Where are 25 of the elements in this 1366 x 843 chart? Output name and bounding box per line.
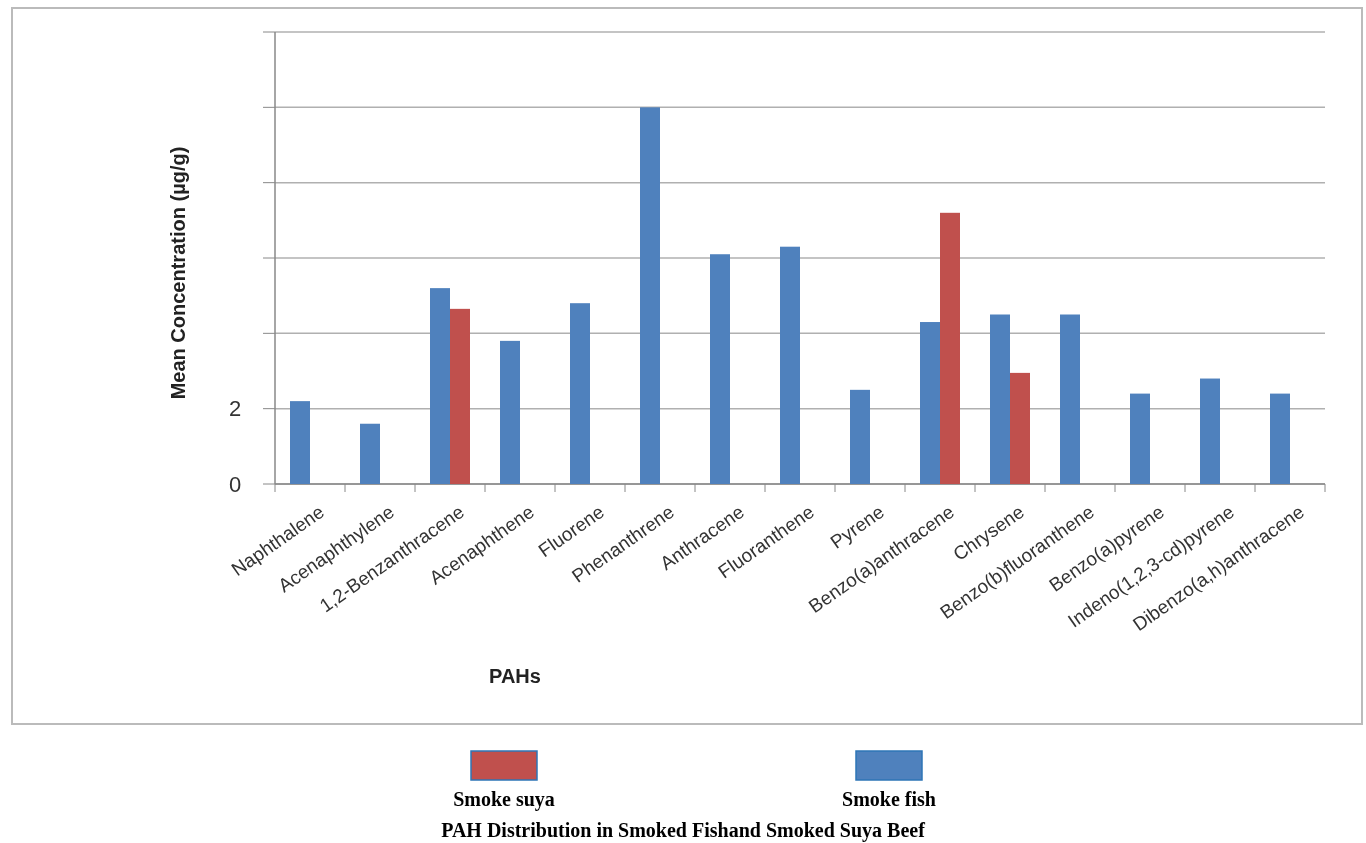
legend-label: Smoke fish	[842, 788, 936, 810]
bar	[1010, 372, 1030, 484]
bar	[500, 340, 520, 484]
y-tick-label: 0	[228, 471, 242, 497]
bar	[360, 423, 380, 484]
bar	[920, 322, 940, 484]
bar	[1060, 314, 1080, 484]
x-axis-title: PAHs	[489, 665, 541, 687]
bar	[1130, 393, 1150, 484]
bar	[940, 212, 960, 484]
y-tick-label: 2	[228, 396, 242, 422]
bar	[430, 288, 450, 484]
bar	[710, 254, 730, 484]
bar	[990, 314, 1010, 484]
bar	[450, 308, 470, 484]
bar	[290, 401, 310, 484]
y-axis-title: Mean Concentration (µg/g)	[167, 146, 189, 400]
bar	[1270, 393, 1290, 484]
text: PAH Distribution in Smoked Fishand Smoked Suya Beef	[441, 819, 926, 842]
bar	[780, 246, 800, 484]
bar	[640, 107, 660, 484]
bar	[1200, 378, 1220, 484]
bar	[570, 303, 590, 484]
legend-label: Smoke suya	[453, 788, 555, 811]
bar	[850, 389, 870, 484]
